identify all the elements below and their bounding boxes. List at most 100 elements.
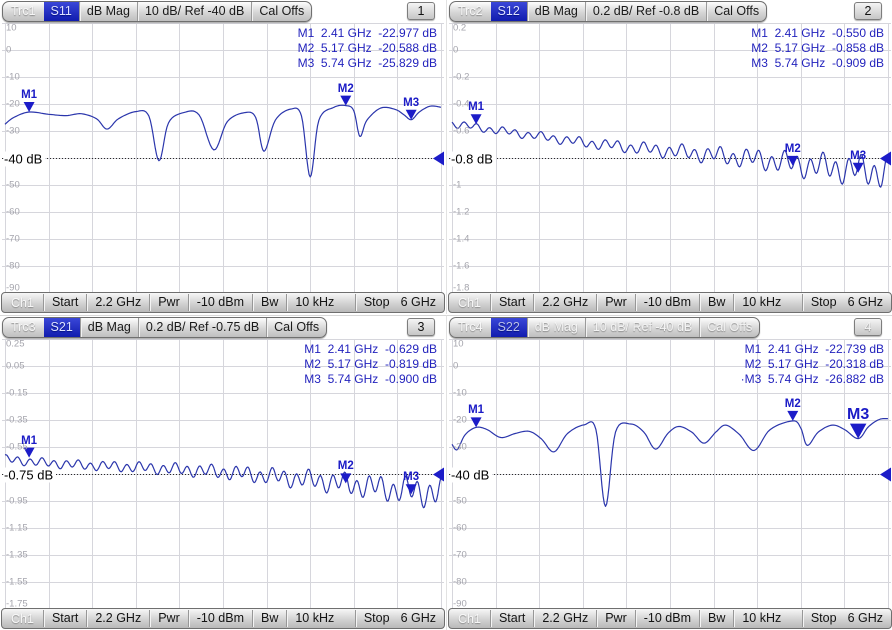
stop-label[interactable]: Stop — [354, 610, 398, 627]
start-label[interactable]: Start — [489, 294, 533, 311]
marker-M1-triangle[interactable] — [23, 102, 35, 113]
marker-M2-triangle[interactable] — [787, 155, 799, 166]
marker-M2-label[interactable]: M2 — [784, 397, 801, 410]
start-label[interactable]: Start — [42, 294, 86, 311]
start-frequency[interactable]: 2.2 GHz — [533, 294, 596, 311]
trace-cal-offset[interactable]: Cal Offs — [706, 2, 766, 21]
channel-label[interactable]: Ch1 — [458, 611, 481, 626]
bandwidth-label[interactable]: Bw — [251, 610, 286, 627]
bandwidth-value[interactable]: 10 kHz — [733, 610, 789, 627]
trace-cal-offset[interactable]: Cal Offs — [251, 2, 311, 21]
channel-label[interactable]: Ch1 — [458, 295, 481, 310]
marker-M3-triangle[interactable] — [405, 109, 417, 120]
marker-M1-label[interactable]: M1 — [468, 101, 485, 114]
y-axis-tick: -1.35 — [6, 549, 28, 561]
stop-label[interactable]: Stop — [801, 610, 845, 627]
stop-frequency[interactable]: 6 GHz — [400, 295, 436, 309]
bandwidth-label[interactable]: Bw — [251, 294, 286, 311]
trace-scale[interactable]: 0.2 dB/ Ref -0.75 dB — [137, 318, 266, 337]
trace-format[interactable]: dB Mag — [79, 318, 138, 337]
marker-M3-label[interactable]: M3 — [403, 471, 420, 484]
bandwidth-label[interactable]: Bw — [698, 294, 733, 311]
marker-M2-label[interactable]: M2 — [784, 142, 801, 155]
marker-M1-label[interactable]: M1 — [21, 89, 38, 102]
s11-trace[interactable] — [4, 104, 442, 178]
start-frequency[interactable]: 2.2 GHz — [86, 294, 149, 311]
marker-M1-label[interactable]: M1 — [21, 434, 38, 447]
marker-readout-line-M1: M1 2.41 GHz -0.550 dB — [751, 26, 884, 40]
ref-level-arrow[interactable] — [433, 467, 444, 482]
trace-name[interactable]: Trc4 — [458, 320, 483, 334]
marker-M1-triangle[interactable] — [470, 114, 482, 125]
trace-format[interactable]: dB Mag — [526, 318, 585, 337]
power-label[interactable]: Pwr — [596, 610, 635, 627]
trace-header-2[interactable]: Trc2 S12 dB Mag 0.2 dB/ Ref -0.8 dB Cal … — [449, 1, 768, 22]
trace-header-1[interactable]: Trc1 S11 dB Mag 10 dB/ Ref -40 dB Cal Of… — [2, 1, 313, 22]
y-axis-tick: -50 — [6, 179, 20, 191]
bandwidth-value[interactable]: 10 kHz — [286, 610, 342, 627]
power-label[interactable]: Pwr — [596, 294, 635, 311]
start-label[interactable]: Start — [42, 610, 86, 627]
trace-header-4[interactable]: Trc4 S22 dB Mag 10 dB/ Ref -40 dB Cal Of… — [449, 317, 761, 338]
power-level[interactable]: -10 dBm — [187, 294, 252, 311]
bandwidth-label[interactable]: Bw — [698, 610, 733, 627]
channel-label[interactable]: Ch1 — [11, 295, 34, 310]
marker-M3-label[interactable]: M3 — [403, 96, 420, 109]
trace-format[interactable]: dB Mag — [78, 2, 137, 21]
marker-M3-triangle[interactable] — [849, 423, 867, 439]
ref-level-arrow[interactable] — [433, 151, 444, 166]
s-parameter-badge[interactable]: S22 — [490, 318, 527, 337]
channel-label[interactable]: Ch1 — [11, 611, 34, 626]
marker-M3-label[interactable]: M3 — [850, 149, 867, 162]
ref-level-arrow[interactable] — [880, 467, 891, 482]
stop-label[interactable]: Stop — [801, 294, 845, 311]
trace-cal-offset[interactable]: Cal Offs — [266, 318, 326, 337]
marker-M2-label[interactable]: M2 — [337, 82, 354, 95]
stop-frequency[interactable]: 6 GHz — [400, 611, 436, 625]
start-frequency[interactable]: 2.2 GHz — [533, 610, 596, 627]
trace-scale[interactable]: 10 dB/ Ref -40 dB — [136, 2, 251, 21]
s12-trace[interactable] — [451, 121, 889, 188]
marker-readout-line-M2: M2 5.17 GHz -20.318 dB — [744, 357, 884, 371]
stop-label[interactable]: Stop — [354, 294, 398, 311]
marker-M2-triangle[interactable] — [787, 410, 799, 421]
marker-M3-triangle[interactable] — [852, 162, 864, 173]
marker-M1-label[interactable]: M1 — [468, 404, 485, 417]
stop-frequency[interactable]: 6 GHz — [847, 611, 883, 625]
s-parameter-badge[interactable]: S21 — [43, 318, 80, 337]
power-level[interactable]: -10 dBm — [634, 294, 699, 311]
marker-M1-triangle[interactable] — [23, 447, 35, 458]
s-parameter-badge[interactable]: S11 — [43, 2, 79, 21]
bandwidth-value[interactable]: 10 kHz — [286, 294, 342, 311]
trace-scale[interactable]: 0.2 dB/ Ref -0.8 dB — [584, 2, 706, 21]
ref-level-arrow[interactable] — [880, 151, 891, 166]
trace-scale[interactable]: 10 dB/ Ref -40 dB — [584, 318, 699, 337]
stop-frequency[interactable]: 6 GHz — [847, 295, 883, 309]
window-number[interactable]: 3 — [407, 318, 435, 336]
s21-trace[interactable] — [4, 454, 442, 509]
power-label[interactable]: Pwr — [149, 294, 188, 311]
power-level[interactable]: -10 dBm — [634, 610, 699, 627]
marker-M3-triangle[interactable] — [405, 484, 417, 495]
trace-name[interactable]: Trc3 — [11, 320, 36, 334]
trace-header-3[interactable]: Trc3 S21 dB Mag 0.2 dB/ Ref -0.75 dB Cal… — [2, 317, 328, 338]
window-number[interactable]: 1 — [407, 2, 435, 20]
power-label[interactable]: Pwr — [149, 610, 188, 627]
trace-cal-offset[interactable]: Cal Offs — [699, 318, 759, 337]
trace-name[interactable]: Trc2 — [458, 4, 483, 18]
s22-trace[interactable] — [451, 417, 889, 507]
trace-format[interactable]: dB Mag — [526, 2, 585, 21]
window-number[interactable]: 4 — [854, 318, 882, 336]
marker-M2-triangle[interactable] — [340, 473, 352, 484]
bandwidth-value[interactable]: 10 kHz — [733, 294, 789, 311]
marker-M3-label[interactable]: M3 — [847, 405, 870, 423]
start-frequency[interactable]: 2.2 GHz — [86, 610, 149, 627]
power-level[interactable]: -10 dBm — [187, 610, 252, 627]
trace-name[interactable]: Trc1 — [11, 4, 36, 18]
marker-M1-triangle[interactable] — [470, 417, 482, 428]
s-parameter-badge[interactable]: S12 — [490, 2, 527, 21]
marker-M2-label[interactable]: M2 — [337, 460, 354, 473]
start-label[interactable]: Start — [489, 610, 533, 627]
window-number[interactable]: 2 — [854, 2, 882, 20]
marker-M2-triangle[interactable] — [340, 95, 352, 106]
